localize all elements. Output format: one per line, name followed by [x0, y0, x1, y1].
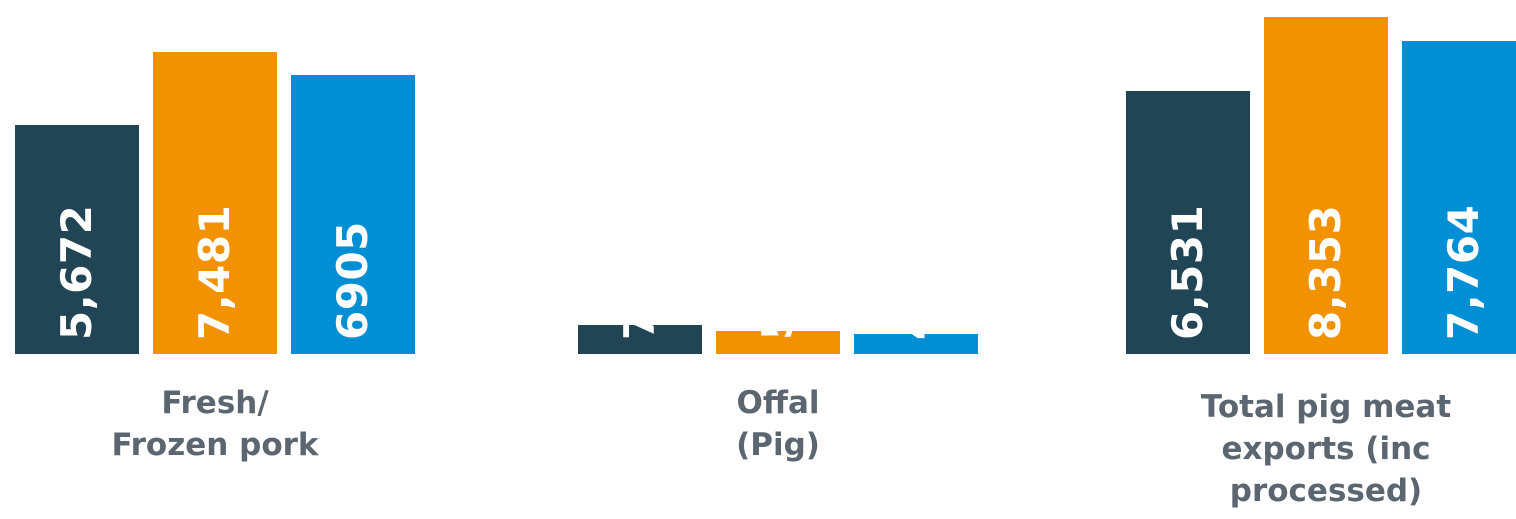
bar: 7,481 [153, 52, 277, 354]
bar: 7,764 [1402, 40, 1516, 354]
bar-value-label: 8,353 [1301, 204, 1350, 340]
bar-value-label: 499 [891, 250, 940, 340]
bar-value-label: 563 [753, 250, 802, 340]
category-label: Offal (Pig) [736, 385, 820, 463]
bar-value-label: 6,531 [1163, 204, 1212, 340]
bar: 713 [578, 251, 702, 354]
bar: 563 [716, 251, 840, 354]
bar-value-label: 7,481 [190, 204, 239, 340]
bar: 8,353 [1264, 17, 1388, 354]
bar: 6,531 [1126, 90, 1250, 354]
bar-value-label: 5,672 [52, 204, 101, 340]
category-label: Fresh/ Frozen pork [111, 385, 319, 463]
bar: 6905 [291, 75, 415, 354]
bar: 5,672 [15, 125, 139, 354]
category-label: Total pig meat exports (inc processed) [1200, 389, 1452, 509]
bar: 499 [854, 251, 978, 354]
bar-value-label: 7,764 [1439, 204, 1488, 340]
bar-value-label: 713 [615, 250, 664, 340]
bar-value-label: 6905 [328, 221, 377, 340]
